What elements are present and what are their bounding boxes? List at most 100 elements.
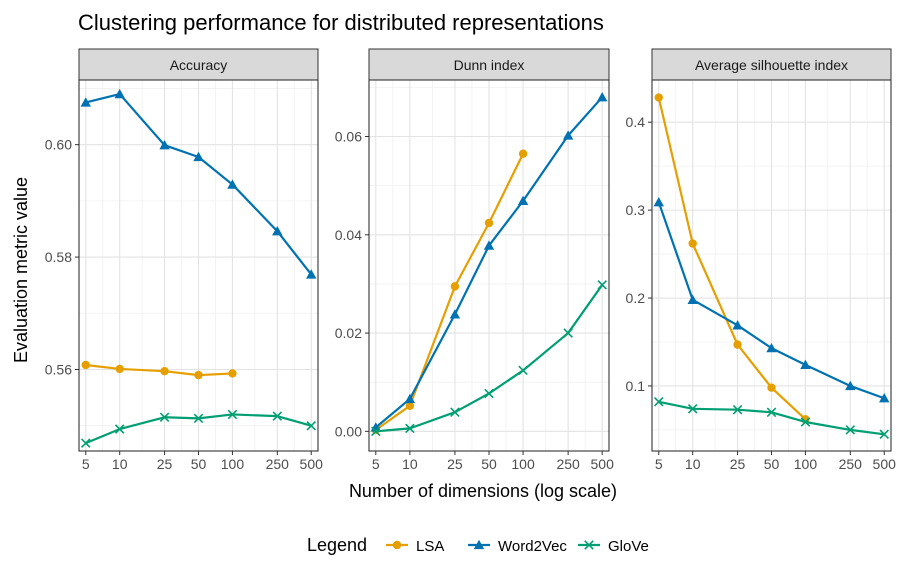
x-tick-label: 250: [839, 456, 863, 472]
data-point-lsa: [194, 370, 203, 380]
data-point-glove: [687, 404, 698, 414]
x-tick-label: 10: [402, 456, 418, 472]
x-tick-label: 5: [372, 456, 380, 472]
series-lsa: [654, 93, 810, 424]
y-tick-label: 0.06: [335, 129, 362, 145]
data-point-glove: [227, 409, 238, 420]
data-point-glove: [193, 413, 204, 424]
panel-accuracy: Accuracy 0.56 0.58 0.60 5 10 25 50 100 250 500: [45, 48, 324, 472]
data-point-glove: [732, 404, 743, 415]
x-tick-label: 25: [447, 456, 463, 472]
x-tick-label: 50: [191, 456, 207, 472]
y-tick-label: 0.04: [335, 227, 362, 243]
x-tick-label: 500: [591, 456, 615, 472]
series-word2vec: [370, 91, 608, 432]
legend: Legend LSA Word2Vec GloVe: [307, 535, 649, 555]
panel-title: Average silhouette index: [695, 57, 848, 73]
data-point-lsa: [518, 149, 528, 158]
data-point-word2vec: [227, 179, 238, 189]
panel-strip: [651, 48, 892, 81]
data-point-word2vec: [114, 88, 125, 99]
x-tick-label: 250: [266, 456, 290, 472]
panel-dunn-index: Dunn index 0.00 0.02 0.04 0.06 5 10 25 50 100 250 5…: [335, 48, 615, 472]
data-point-glove: [845, 425, 856, 435]
data-point-glove: [653, 397, 664, 407]
series-word2vec: [80, 88, 317, 279]
x-tick-label: 500: [300, 456, 324, 472]
panel-title: Accuracy: [170, 57, 228, 73]
y-tick-label: 0.4: [626, 114, 646, 130]
data-point-word2vec: [404, 393, 416, 404]
data-point-glove: [80, 438, 91, 448]
data-point-glove: [159, 412, 170, 423]
legend-key-marker: [584, 540, 594, 550]
data-point-glove: [371, 426, 381, 437]
data-point-lsa: [115, 364, 124, 374]
legend-entry-lsa: LSA: [386, 538, 444, 555]
data-point-word2vec: [306, 269, 317, 279]
data-point-word2vec: [845, 380, 856, 391]
data-point-lsa: [450, 282, 460, 291]
data-point-word2vec: [653, 197, 664, 207]
y-tick-label: 0.2: [626, 290, 646, 306]
x-axis-label: Number of dimensions (log scale): [349, 481, 617, 501]
x-tick-label: 500: [873, 456, 897, 472]
data-point-lsa: [228, 369, 237, 378]
data-point-lsa: [733, 340, 742, 349]
data-point-word2vec: [517, 195, 529, 206]
data-point-glove: [484, 388, 494, 399]
y-tick-label: 0.00: [335, 423, 362, 439]
data-point-glove: [597, 280, 607, 290]
data-point-word2vec: [159, 140, 170, 150]
data-point-glove: [518, 365, 528, 376]
data-point-lsa: [767, 383, 776, 392]
panel-average-silhouette-index: Average silhouette index 0.1 0.2 0.3 0.4 5 10 2…: [626, 48, 897, 472]
x-tick-label: 50: [764, 456, 780, 472]
legend-title: Legend: [307, 535, 367, 555]
panel-strip: [78, 48, 319, 81]
y-tick-label: 0.02: [335, 325, 362, 341]
x-tick-label: 50: [481, 456, 497, 472]
data-point-word2vec: [562, 130, 574, 140]
data-point-word2vec: [193, 151, 204, 162]
data-point-glove: [450, 407, 460, 417]
data-point-glove: [405, 423, 415, 434]
x-tick-label: 5: [655, 456, 663, 472]
legend-label: Word2Vec: [498, 538, 567, 555]
data-point-glove: [114, 424, 125, 434]
x-tick-label: 250: [556, 456, 580, 472]
x-tick-label: 10: [685, 456, 701, 472]
legend-entry-glove: GloVe: [578, 538, 649, 555]
series-glove: [653, 397, 890, 440]
series-word2vec: [653, 197, 890, 403]
y-tick-label: 0.1: [626, 378, 646, 394]
panel-strip: [368, 48, 610, 81]
data-point-lsa: [81, 360, 90, 370]
x-tick-label: 25: [730, 456, 746, 472]
y-tick-label: 0.56: [45, 361, 72, 377]
data-point-word2vec: [597, 91, 608, 102]
data-point-glove: [879, 429, 890, 440]
panel-title: Dunn index: [454, 57, 525, 73]
data-point-word2vec: [80, 97, 91, 107]
data-point-lsa: [405, 401, 415, 410]
series-glove: [371, 280, 607, 437]
data-point-word2vec: [879, 393, 890, 403]
data-point-glove: [800, 417, 811, 427]
data-point-word2vec: [732, 320, 743, 330]
x-tick-label: 100: [794, 456, 818, 472]
data-point-glove: [272, 411, 283, 421]
x-tick-label: 100: [511, 456, 535, 472]
y-tick-label: 0.3: [626, 202, 646, 218]
series-glove: [80, 409, 317, 448]
data-point-glove: [563, 328, 573, 338]
series-lsa: [81, 360, 237, 380]
data-point-word2vec: [483, 240, 495, 250]
data-point-word2vec: [766, 342, 777, 353]
data-point-lsa: [654, 93, 663, 102]
data-point-lsa: [688, 239, 697, 248]
data-point-word2vec: [449, 309, 461, 319]
chart-title: Clustering performance for distributed r…: [78, 10, 604, 35]
